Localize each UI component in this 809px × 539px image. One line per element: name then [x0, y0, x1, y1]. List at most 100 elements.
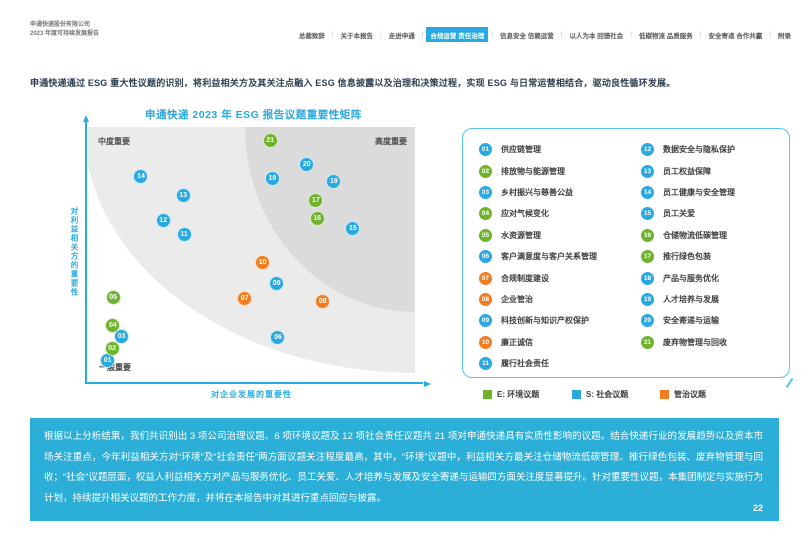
issue-label: 废弃物管理与回收 — [663, 337, 727, 347]
nav-separator: | — [769, 31, 771, 38]
issue-label: 员工关爱 — [663, 209, 695, 219]
legend-item-15: 15 员工关爱 — [641, 203, 735, 224]
legend-item-05: 05 水资源管理 — [479, 225, 597, 246]
issue-label: 排放物与能源管理 — [501, 166, 565, 176]
matrix-point-15[interactable]: 15 — [345, 221, 361, 237]
legend-item-20: 20 安全寄递与运输 — [641, 310, 735, 331]
top-nav: 总裁致辞 | 关于本报告 | 走进申通 | 合规运营 责任治理 | 信息安全 信赖运营 | 以人为本… — [195, 27, 795, 42]
y-axis-label: 对利益相关方的重要性 — [70, 207, 79, 297]
nav-separator: | — [699, 31, 702, 38]
issue-number-badge: 15 — [641, 207, 654, 221]
issue-number-badge: 13 — [641, 164, 654, 178]
nav-item-3[interactable]: 走进申通 — [388, 32, 415, 40]
matrix-point-18[interactable]: 18 — [264, 171, 280, 187]
issue-number-badge: 17 — [641, 250, 654, 264]
issue-label: 履行社会责任 — [501, 359, 549, 369]
issue-label: 产品与服务优化 — [663, 273, 719, 283]
nav-item-7[interactable]: 低碳物流 品质服务 — [638, 32, 693, 40]
nav-item-8[interactable]: 安全寄递 合作共赢 — [708, 32, 763, 40]
panel-corner-accent — [785, 377, 794, 389]
x-axis-label: 对企业发展的重要性 — [211, 390, 292, 399]
legend-item-10: 10 廉正诚信 — [479, 332, 597, 353]
legend-item-14: 14 员工健康与安全管理 — [641, 182, 735, 203]
nav-separator: | — [421, 31, 424, 38]
category-label: E: 环境议题 — [497, 390, 540, 399]
issue-label: 廉正诚信 — [501, 337, 533, 347]
category-legend-item-G: 管治议题 — [660, 389, 706, 400]
issue-label: 乡村振兴与慈善公益 — [501, 187, 573, 197]
legend-item-08: 08 企业管治 — [479, 289, 597, 310]
issue-number-badge: 19 — [641, 292, 654, 306]
issue-number-badge: 04 — [479, 207, 492, 221]
matrix-background — [88, 127, 415, 383]
nav-item-5[interactable]: 信息安全 信赖运营 — [499, 32, 554, 40]
nav-item-2[interactable]: 关于本报告 — [340, 32, 374, 40]
issue-number-badge: 07 — [479, 271, 492, 285]
company-title: 申通快递股份有限公司 2023 年度可持续发展报告 — [30, 21, 99, 38]
issue-label: 供应链管理 — [501, 145, 541, 155]
quadrant-label-medium: 中度重要 — [98, 137, 130, 146]
nav-item-9[interactable]: 附录 — [778, 32, 791, 40]
issue-label: 水资源管理 — [501, 230, 541, 240]
quadrant-label-low: 一般重要 — [99, 363, 131, 372]
matrix-point-10[interactable]: 10 — [255, 254, 271, 270]
issue-number-badge: 11 — [479, 357, 492, 371]
matrix-point-21[interactable]: 21 — [262, 133, 278, 149]
matrix-point-05[interactable]: 05 — [105, 290, 121, 306]
issue-label: 科技创新与知识产权保护 — [501, 316, 589, 326]
matrix-point-07[interactable]: 07 — [237, 290, 253, 306]
issues-legend-panel: 01 供应链管理 02 排放物与能源管理 03 乡村振兴与慈善公益 04 应对气候变化 05 水资… — [462, 128, 794, 389]
issue-number-badge: 05 — [479, 228, 492, 242]
category-label: S: 社会议题 — [586, 390, 629, 399]
issue-number-badge: 14 — [641, 185, 654, 199]
issue-number-badge: 21 — [641, 335, 654, 349]
legend-item-02: 02 排放物与能源管理 — [479, 160, 597, 181]
intro-paragraph: 申通快递通过 ESG 重大性议题的识别，将利益相关方及其关注点融入 ESG 信息… — [30, 78, 676, 88]
nav-separator: | — [331, 31, 334, 38]
matrix-point-06[interactable]: 06 — [270, 329, 286, 345]
matrix-point-20[interactable]: 20 — [299, 157, 315, 173]
matrix-point-03[interactable]: 03 — [114, 329, 130, 345]
matrix-point-04[interactable]: 04 — [105, 318, 121, 334]
y-axis — [85, 121, 87, 384]
legend-item-03: 03 乡村振兴与慈善公益 — [479, 182, 597, 203]
issue-label: 客户满意度与客户关系管理 — [501, 252, 597, 262]
issue-label: 仓储物流低碳管理 — [663, 230, 727, 240]
matrix-point-11[interactable]: 11 — [176, 226, 192, 242]
page-number: 22 — [752, 503, 763, 513]
matrix-point-17[interactable]: 17 — [308, 193, 324, 209]
summary-paragraph: 根据以上分析结果，我们共识别出 3 项公司治理议题、6 项环境议题及 12 项社… — [44, 431, 763, 504]
matrix-point-08[interactable]: 08 — [315, 293, 331, 309]
matrix-point-13[interactable]: 13 — [175, 188, 191, 204]
issue-label: 人才培养与发展 — [663, 294, 719, 304]
issue-label: 推行绿色包装 — [663, 252, 711, 262]
category-swatch-icon — [660, 390, 669, 399]
matrix-point-14[interactable]: 14 — [133, 168, 149, 184]
legend-item-17: 17 推行绿色包装 — [641, 246, 735, 267]
matrix-point-12[interactable]: 12 — [155, 213, 171, 229]
issue-number-badge: 09 — [479, 314, 492, 328]
issue-number-badge: 06 — [479, 250, 492, 264]
legend-item-09: 09 科技创新与知识产权保护 — [479, 310, 597, 331]
nav-item-6[interactable]: 以人为本 回馈社会 — [569, 32, 624, 40]
matrix-point-09[interactable]: 09 — [269, 276, 285, 292]
nav-item-1[interactable]: 总裁致辞 — [298, 32, 325, 40]
issue-number-badge: 18 — [641, 271, 654, 285]
matrix-point-16[interactable]: 16 — [309, 210, 325, 226]
matrix-point-02[interactable]: 02 — [104, 341, 120, 357]
legend-column-2: 12 数据安全与隐私保护 13 员工权益保障 14 员工健康与安全管理 15 员工关爱 16 仓储… — [641, 139, 735, 353]
legend-column-1: 01 供应链管理 02 排放物与能源管理 03 乡村振兴与慈善公益 04 应对气候变化 05 水资… — [479, 139, 597, 374]
legend-item-18: 18 产品与服务优化 — [641, 267, 735, 288]
nav-separator: | — [491, 31, 493, 38]
nav-separator: | — [560, 31, 563, 38]
category-legend-item-S: S: 社会议题 — [572, 389, 628, 400]
category-swatch-icon — [483, 390, 492, 399]
nav-item-4[interactable]: 合规运营 责任治理 — [426, 27, 489, 42]
legend-item-16: 16 仓储物流低碳管理 — [641, 225, 735, 246]
legend-item-07: 07 合规制度建设 — [479, 267, 597, 288]
matrix-point-19[interactable]: 19 — [326, 173, 342, 189]
nav-separator: | — [630, 31, 632, 38]
matrix-points: 01 02 03 04 05 06 07 08 09 10 11 12 13 14 15 16 17 18 19 20… — [88, 127, 415, 383]
legend-item-01: 01 供应链管理 — [479, 139, 597, 160]
